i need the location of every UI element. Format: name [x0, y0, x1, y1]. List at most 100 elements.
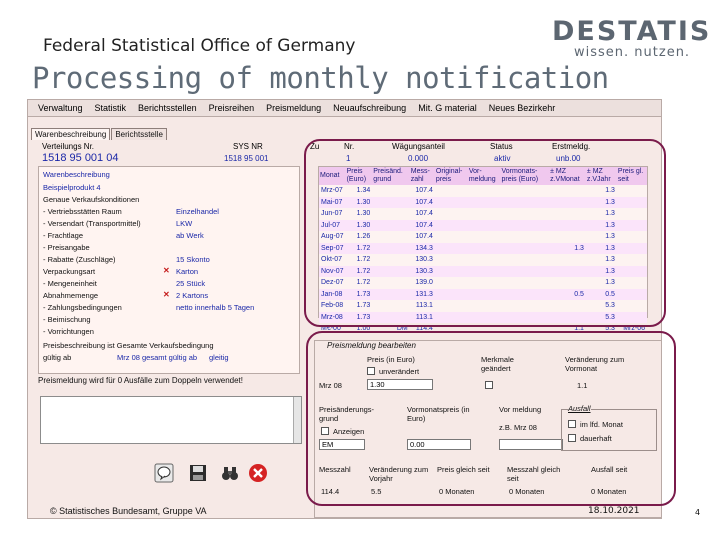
failure-month-checkbox[interactable]	[568, 420, 576, 428]
price-cell: 1.3	[585, 265, 617, 277]
price-cell	[468, 208, 501, 220]
price-cell: 131.3	[409, 288, 435, 300]
price-cell: Mrz-08	[319, 311, 346, 323]
price-cell: 107.4	[415, 187, 433, 195]
help-icon[interactable]	[154, 463, 174, 483]
description-row-label: - Preisangabe	[43, 243, 90, 252]
features-changed-checkbox[interactable]	[485, 381, 493, 389]
price-cell: 1.73	[345, 311, 373, 323]
price-cell: 1.3	[585, 196, 617, 208]
price-cell: 5.3	[605, 302, 615, 310]
price-row[interactable]: Jul-07 1.30 107.4 1.3	[319, 219, 647, 231]
same-index-label: Messzahl gleich seit	[507, 465, 561, 483]
menu-item-verwaltung[interactable]: Verwaltung	[38, 103, 83, 113]
description-row-label: - Versendart (Transportmittel)	[43, 219, 141, 228]
copyright-text: © Statistisches Bundesamt, Gruppe VA	[50, 506, 207, 516]
price-cell	[435, 185, 468, 197]
price-cell	[372, 254, 409, 266]
price-row[interactable]: Dez-07 1.72 139.0 1.3	[319, 277, 647, 289]
same-index-value: 0 Monaten	[509, 487, 545, 496]
remove-x-icon[interactable]: ✕	[163, 290, 170, 299]
description-row-label: - Vorrichtungen	[43, 327, 94, 336]
column-header: ± MZ z.VMonat	[549, 167, 586, 185]
price-cell: 1.3	[585, 242, 617, 254]
column-header: Preis (Euro)	[345, 167, 373, 185]
price-cell	[617, 277, 647, 289]
menu-item-statistik[interactable]: Statistik	[94, 103, 127, 113]
price-cell	[435, 300, 468, 312]
column-header: Mess-zahl	[409, 167, 435, 185]
price-cell	[549, 300, 586, 312]
tab-warenbeschreibung[interactable]: Warenbeschreibung	[31, 128, 111, 140]
price-cell	[435, 277, 468, 289]
change-prev-value: 1.1	[577, 381, 588, 390]
price-row[interactable]: Aug-07 1.26 107.4 1.3	[319, 231, 647, 243]
erstmeld-label: Erstmeldg.	[552, 142, 591, 151]
price-row[interactable]: Okt-07 1.72 130.3 1.3	[319, 254, 647, 266]
price-row[interactable]: Sep-07 1.72 134.3 1.3 1.3	[319, 242, 647, 254]
menu-item-preismeldung[interactable]: Preismeldung	[266, 103, 322, 113]
cancel-icon[interactable]	[248, 463, 268, 483]
column-header: Vormonats-preis (Euro)	[500, 167, 550, 185]
prereport-input[interactable]	[499, 439, 563, 450]
save-icon[interactable]	[188, 463, 208, 483]
unchanged-checkbox[interactable]	[367, 367, 375, 375]
price-row[interactable]: Feb-08 1.73 113.1 5.3	[319, 300, 647, 312]
price-cell: 1.3	[605, 233, 615, 241]
price-row[interactable]: Mrz-07 1.34 107.4 1.3	[319, 185, 647, 197]
description-row-label: - Zahlungsbedingungen	[43, 303, 122, 312]
menu-item-bezirk[interactable]: Neues Bezirkehr	[488, 103, 556, 113]
price-cell: 1.72	[356, 256, 371, 264]
price-cell	[549, 231, 586, 243]
prereport-hint: z.B. Mrz 08	[499, 423, 537, 432]
price-cell	[434, 265, 468, 277]
menu-item-neuaufschreibung[interactable]: Neuaufschreibung	[333, 103, 407, 113]
failure-permanent-checkbox[interactable]	[568, 434, 576, 442]
column-header: Monat	[319, 167, 346, 185]
description-row-value: Karton	[176, 267, 199, 276]
price-cell: 1.30	[345, 219, 373, 231]
slide-org-name: Federal Statistical Office of Germany	[43, 36, 356, 56]
price-table-body: Mrz-07 1.34 107.4 1.3 Mai-07 1.30 107.4 1.3 Jun-…	[319, 185, 647, 335]
price-cell: 1.26	[356, 233, 371, 241]
price-cell	[500, 277, 549, 289]
price-row[interactable]: Jan-08 1.73 131.3 0.5 0.5	[319, 288, 647, 300]
price-cell	[500, 288, 550, 300]
failure-label: Ausfall	[568, 404, 591, 413]
remove-x-icon[interactable]: ✕	[163, 266, 170, 275]
menu-item-material[interactable]: Mit. G material	[418, 103, 477, 113]
price-cell	[549, 208, 586, 220]
price-cell: 1.3	[605, 256, 615, 264]
tab-berichtsstelle[interactable]: Berichtsstelle	[111, 128, 167, 140]
display-checkbox[interactable]	[321, 427, 329, 435]
price-cell	[468, 254, 501, 266]
menu-item-preisreihen[interactable]: Preisreihen	[208, 103, 255, 113]
price-cell	[435, 323, 468, 335]
prev-price-input[interactable]: 0.00	[407, 439, 471, 450]
price-cell	[372, 196, 410, 208]
textarea-scrollbar[interactable]	[293, 397, 301, 443]
failure-permanent-label: dauerhaft	[580, 434, 612, 443]
description-row-label: gültig ab	[43, 353, 72, 362]
price-cell: 1.73	[356, 302, 371, 310]
sysnr-label: SYS NR	[233, 142, 263, 151]
price-cell	[500, 208, 549, 220]
change-yoy-value: 5.5	[371, 487, 382, 496]
nr-value: 1	[346, 154, 351, 163]
logo-tagline: wissen. nutzen.	[574, 45, 691, 60]
price-row[interactable]: Jun-07 1.30 107.4 1.3	[319, 208, 647, 220]
reason-label: Preisänderungs-grund	[319, 405, 375, 423]
binoculars-icon[interactable]	[220, 463, 240, 483]
form-title: Preismeldung bearbeiten	[325, 341, 418, 350]
price-input[interactable]: 1.30	[367, 379, 433, 390]
price-row[interactable]: M€-00 1.00 DM 114.4 1.1 5.3 Mrz-06	[319, 323, 647, 335]
price-cell	[372, 265, 410, 277]
price-row[interactable]: Nov-07 1.72 130.3 1.3	[319, 265, 647, 277]
price-row[interactable]: Mrz-08 1.73 113.1 5.3	[319, 311, 647, 323]
menu-item-berichtsstellen[interactable]: Berichtsstellen	[138, 103, 197, 113]
price-cell: 1.73	[345, 288, 373, 300]
comment-textarea[interactable]	[40, 396, 302, 444]
reason-input[interactable]: EM	[319, 439, 365, 450]
month-label: Mrz 08	[319, 381, 342, 390]
price-row[interactable]: Mai-07 1.30 107.4 1.3	[319, 196, 647, 208]
